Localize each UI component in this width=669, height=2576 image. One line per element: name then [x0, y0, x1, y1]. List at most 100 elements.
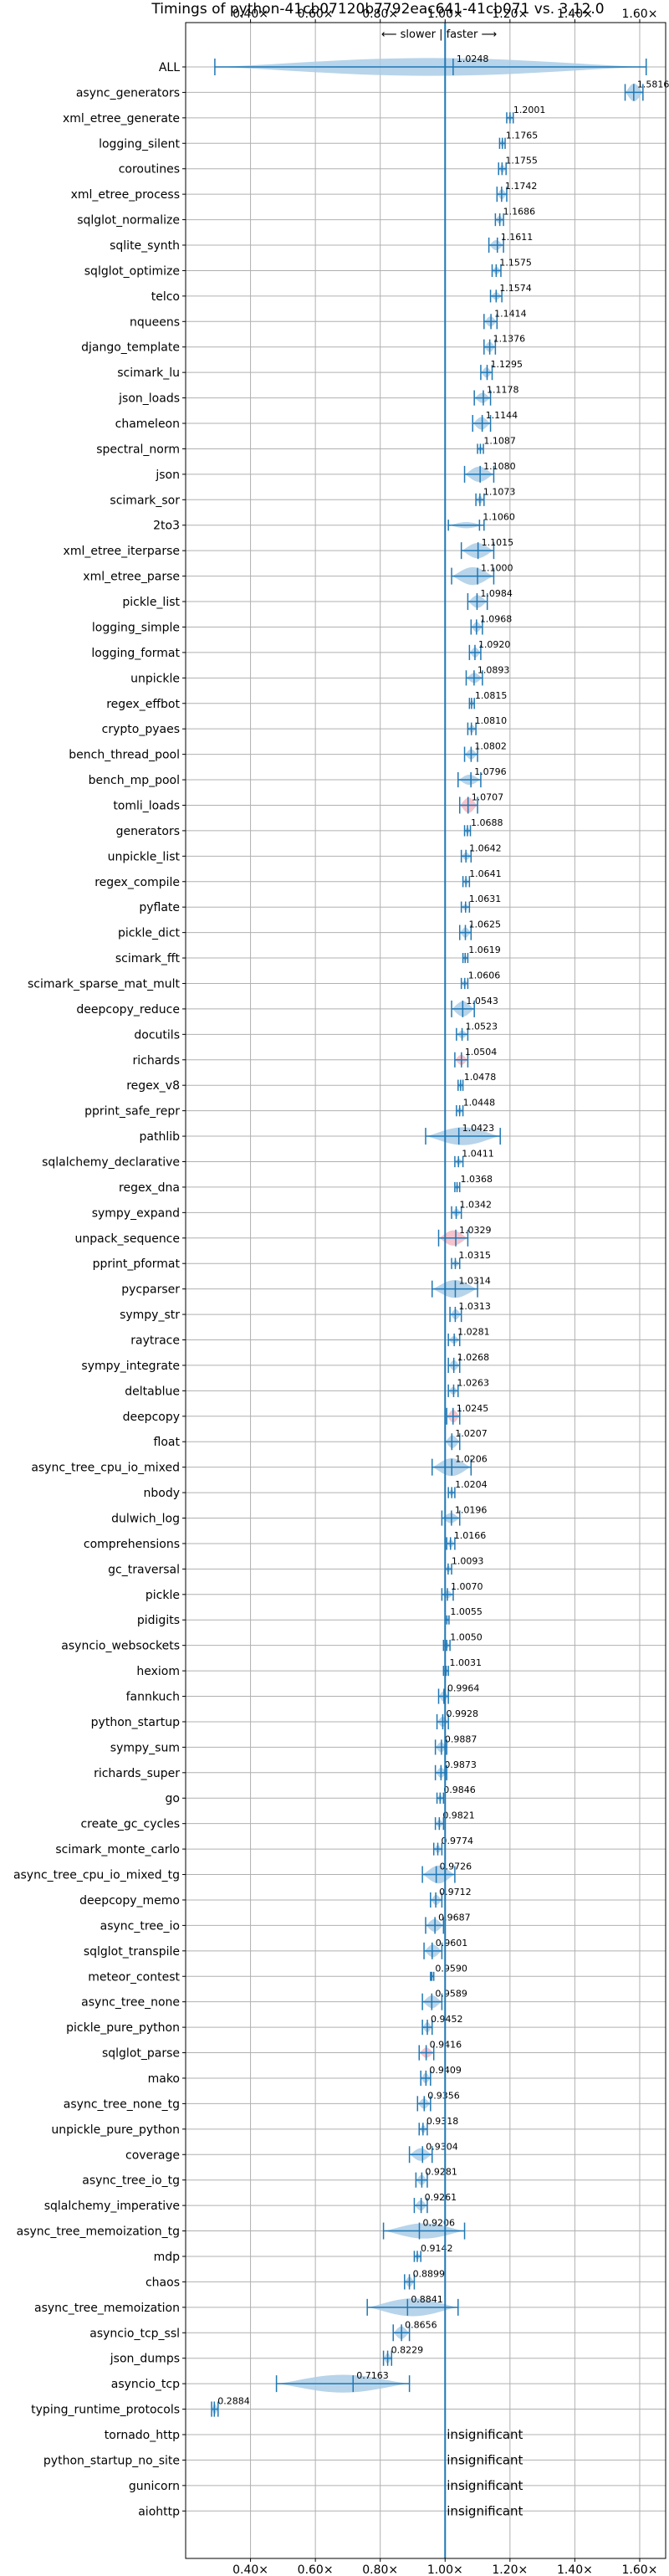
benchmark-rows: ALL 1.0248 async_generators 1.5816 xml_etree…	[13, 54, 669, 2518]
value-label: 0.9687	[438, 1912, 471, 1923]
value-label: 1.0448	[463, 1098, 496, 1109]
benchmark-label: logging_silent	[99, 137, 180, 151]
value-label: 1.0984	[480, 588, 513, 599]
value-label: 1.0315	[458, 1250, 491, 1261]
value-label: 1.0281	[457, 1327, 490, 1338]
value-label: 1.0893	[477, 664, 510, 675]
value-label: 1.1178	[487, 385, 519, 396]
top-axis-ticks: 0.40× 0.60× 0.80× 1.00× 1.20× 1.40× 1.60×	[232, 8, 657, 23]
value-label: 1.0263	[457, 1377, 489, 1388]
value-label: 1.0207	[455, 1428, 488, 1439]
value-label: 0.9356	[427, 2090, 460, 2101]
value-label: 1.0050	[450, 1632, 483, 1643]
benchmark-label: aiohttp	[138, 2505, 180, 2518]
value-label: 1.0204	[455, 1479, 488, 1490]
value-label: 0.9726	[440, 1862, 472, 1872]
benchmark-label: tornado_http	[105, 2429, 180, 2442]
benchmark-label: ALL	[159, 61, 180, 74]
value-label: 0.9964	[447, 1683, 480, 1694]
value-label: 1.0248	[457, 54, 489, 64]
value-label: 1.1574	[499, 283, 532, 294]
benchmark-label: pathlib	[140, 1130, 181, 1144]
benchmark-label: regex_v8	[126, 1079, 180, 1093]
value-label: 0.8841	[411, 2294, 442, 2305]
value-label: 1.0968	[480, 613, 513, 624]
value-label: 1.0314	[458, 1276, 491, 1287]
benchmark-label: regex_effbot	[106, 698, 180, 711]
benchmark-label: pycparser	[121, 1283, 180, 1297]
value-label: 0.9281	[425, 2167, 457, 2178]
benchmark-label: docutils	[134, 1028, 180, 1042]
benchmark-label: richards	[133, 1054, 181, 1068]
benchmark-label: async_tree_io	[100, 1919, 180, 1933]
value-label: 1.1414	[494, 308, 527, 319]
value-label: 1.1742	[505, 181, 538, 192]
benchmark-label: mako	[148, 2072, 180, 2086]
benchmark-label: xml_etree_process	[71, 188, 180, 202]
benchmark-label: typing_runtime_protocols	[31, 2404, 180, 2417]
benchmark-label: async_tree_cpu_io_mixed_tg	[13, 1869, 180, 1882]
benchmark-label: scimark_monte_carlo	[55, 1843, 180, 1856]
value-label: 1.0070	[451, 1581, 483, 1592]
benchmark-label: 2to3	[153, 520, 180, 533]
bottom-axis-ticks: 0.40× 0.60× 0.80× 1.00× 1.20× 1.40× 1.60×	[232, 2558, 657, 2576]
value-label: 0.9318	[426, 2116, 458, 2127]
value-label: 0.9601	[436, 1938, 468, 1949]
value-label: 0.9142	[421, 2243, 453, 2254]
value-label: 1.0245	[457, 1403, 489, 1414]
top-tick-label: 1.40×	[557, 8, 593, 21]
value-label: 0.9206	[422, 2218, 455, 2229]
value-label: 1.1575	[499, 257, 532, 268]
benchmark-label: gc_traversal	[108, 1563, 180, 1576]
benchmark-label: sympy_sum	[110, 1741, 180, 1754]
value-label: 1.0523	[466, 1021, 498, 1032]
value-label: 1.1376	[493, 334, 526, 345]
bottom-tick-label: 0.60×	[298, 2563, 334, 2576]
value-label: 0.9774	[442, 1836, 474, 1846]
benchmark-label: nbody	[144, 1487, 181, 1500]
value-label: 1.1060	[483, 512, 515, 523]
benchmark-label: sqlglot_normalize	[77, 214, 180, 228]
value-label: 0.7163	[356, 2370, 389, 2381]
benchmark-label: scimark_sparse_mat_mult	[28, 977, 180, 991]
top-tick-label: 1.00×	[427, 8, 463, 21]
value-label: 1.1087	[483, 435, 516, 446]
value-label: 1.1144	[486, 410, 518, 421]
value-label: 1.0368	[461, 1174, 493, 1185]
value-label: 1.0920	[478, 639, 511, 650]
insignificant-label: insignificant	[447, 2427, 523, 2442]
benchmark-label: telco	[151, 290, 180, 304]
bottom-tick-label: 1.60×	[622, 2563, 658, 2576]
value-label: 1.0031	[449, 1657, 482, 1668]
benchmark-label: sqlalchemy_declarative	[42, 1155, 180, 1169]
benchmark-label: pickle_dict	[118, 927, 181, 940]
benchmark-label: coroutines	[119, 163, 180, 177]
benchmark-label: bench_mp_pool	[89, 774, 180, 787]
benchmark-label: scimark_fft	[115, 952, 181, 965]
value-label: 0.9304	[426, 2141, 457, 2152]
value-label: 0.2884	[217, 2396, 250, 2407]
benchmark-label: deepcopy_reduce	[76, 1003, 180, 1017]
benchmark-label: unpack_sequence	[75, 1232, 180, 1246]
benchmark-label: unpickle_list	[108, 850, 181, 863]
value-label: 1.0815	[475, 690, 508, 701]
value-label: 1.0606	[468, 970, 501, 981]
benchmark-label: go	[166, 1792, 180, 1805]
value-label: 1.0055	[450, 1606, 483, 1617]
value-label: 0.9452	[431, 2014, 463, 2025]
bottom-tick-label: 1.20×	[492, 2563, 528, 2576]
benchmark-label: xml_etree_generate	[63, 112, 180, 125]
benchmark-label: sqlglot_optimize	[84, 264, 180, 278]
benchmark-label: deltablue	[125, 1385, 180, 1398]
value-label: 1.0504	[465, 1047, 498, 1058]
benchmark-label: asyncio_tcp_ssl	[89, 2327, 180, 2340]
benchmark-label: async_tree_memoization_tg	[17, 2225, 180, 2239]
top-tick-label: 0.40×	[232, 8, 268, 21]
benchmark-label: sqlglot_parse	[102, 2047, 180, 2061]
value-label: 1.0619	[468, 945, 501, 955]
value-label: 0.8899	[413, 2268, 446, 2279]
benchmark-label: create_gc_cycles	[80, 1818, 180, 1831]
benchmark-label: pprint_safe_repr	[84, 1105, 180, 1119]
value-label: 1.0802	[474, 741, 507, 752]
